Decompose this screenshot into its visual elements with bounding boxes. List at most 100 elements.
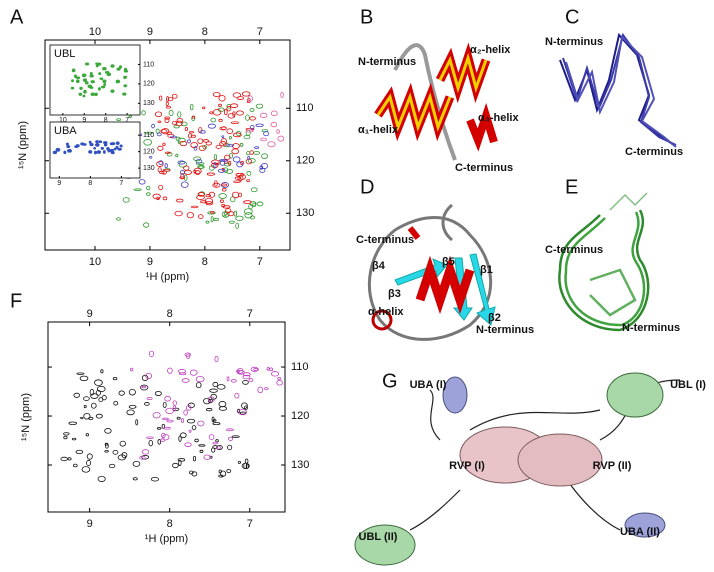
peak <box>260 137 267 142</box>
panel-label: D <box>360 176 374 198</box>
peak <box>71 437 77 441</box>
peak <box>122 92 127 96</box>
peak <box>157 439 162 445</box>
annotation: C-terminus <box>545 244 603 256</box>
peak <box>113 147 117 151</box>
peak <box>266 366 270 371</box>
peak <box>280 91 284 98</box>
peak <box>162 417 169 421</box>
peak <box>235 215 244 221</box>
rvp-domain <box>517 433 603 487</box>
peak <box>214 162 220 166</box>
peak <box>152 411 161 419</box>
peak <box>80 416 84 420</box>
peak <box>175 136 181 141</box>
peak <box>84 62 90 66</box>
peak <box>205 194 212 198</box>
peak <box>177 160 186 165</box>
y-tick-label: 110 <box>296 102 314 114</box>
peak <box>245 463 249 469</box>
peak <box>75 449 84 455</box>
plot-frame <box>49 121 141 179</box>
peak <box>143 222 150 228</box>
plot-frame <box>49 44 141 116</box>
peak <box>188 429 192 433</box>
peak <box>90 393 99 399</box>
peak <box>132 460 141 467</box>
peak <box>229 220 235 224</box>
y-axis-label: ¹⁵N (ppm) <box>20 393 32 441</box>
peak <box>246 179 251 183</box>
peak <box>100 85 106 89</box>
inset-bg <box>50 45 140 115</box>
peak <box>104 449 109 453</box>
annotation: RVP (II) <box>593 460 632 472</box>
peak <box>82 94 86 98</box>
peak <box>82 78 88 82</box>
peak <box>86 453 93 460</box>
peak <box>176 118 184 124</box>
peak <box>212 441 218 445</box>
inset-label: UBL <box>54 48 75 60</box>
peak <box>171 120 178 126</box>
peak <box>209 455 213 459</box>
peak <box>60 456 68 462</box>
peak <box>257 386 264 394</box>
peak <box>190 103 194 111</box>
annotation: UBL (I) <box>670 379 706 391</box>
peak <box>194 170 201 175</box>
peak <box>165 101 169 107</box>
peak <box>118 65 123 69</box>
peak <box>133 188 142 191</box>
peak <box>213 217 220 222</box>
peak <box>224 108 228 116</box>
annotation: C-terminus <box>625 146 683 158</box>
peak <box>171 93 178 99</box>
peak <box>177 111 182 118</box>
peak <box>90 402 97 409</box>
peak <box>146 192 151 196</box>
spectrum: 10 9 8 7 110 120 130 UBL <box>49 44 155 124</box>
peak <box>158 95 163 101</box>
peak <box>174 210 183 217</box>
peak <box>116 67 121 71</box>
peak <box>166 419 174 423</box>
x-tick-label: 9 <box>87 518 93 530</box>
peak <box>209 211 215 214</box>
peak <box>70 86 75 90</box>
peak <box>211 416 215 423</box>
peak <box>181 378 190 383</box>
peak <box>213 162 217 169</box>
peak <box>237 460 241 464</box>
peak <box>122 197 130 203</box>
peak <box>175 153 179 158</box>
peak <box>148 350 155 357</box>
peak <box>85 433 89 437</box>
peak <box>164 163 168 169</box>
peak <box>86 459 92 466</box>
peak <box>177 369 187 374</box>
peak <box>141 385 147 389</box>
peak <box>233 180 241 183</box>
peak <box>156 132 162 137</box>
peak <box>248 203 254 210</box>
peak <box>226 128 234 134</box>
backbone <box>559 32 675 146</box>
peak <box>197 138 204 144</box>
annotation: α₃-helix <box>478 112 519 124</box>
peak <box>103 142 108 147</box>
peak <box>191 471 198 477</box>
peak <box>197 420 205 427</box>
peak <box>264 387 269 391</box>
peak <box>115 145 119 150</box>
peak <box>112 376 118 381</box>
peak <box>219 159 226 166</box>
peak <box>259 112 268 118</box>
peak <box>141 374 149 381</box>
peak <box>206 172 215 176</box>
peak <box>177 458 186 462</box>
spectrum: 9 8 7 110 120 130 UBA <box>49 121 155 187</box>
strand <box>469 253 496 326</box>
backbone <box>558 209 650 332</box>
peak <box>115 79 121 84</box>
